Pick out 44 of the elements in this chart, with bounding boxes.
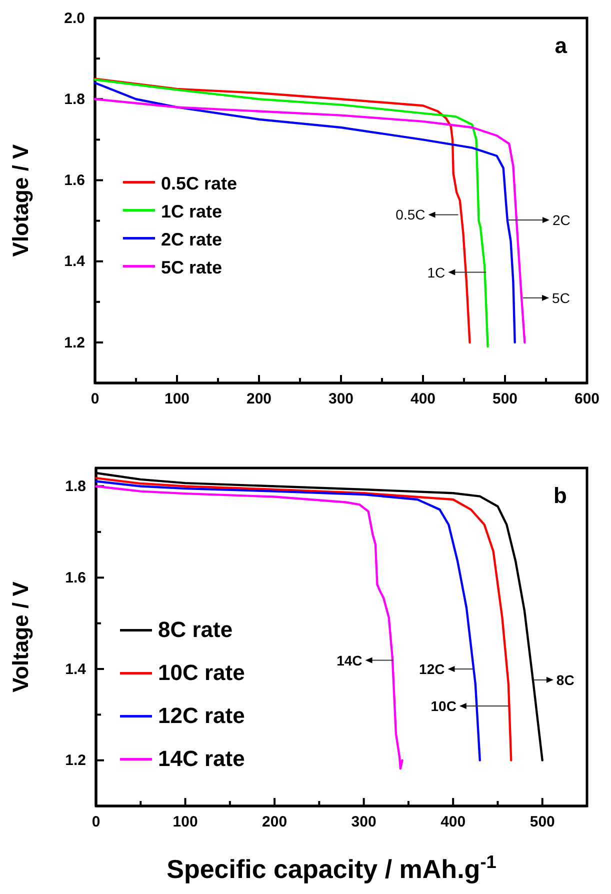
x-tick-label: 300 bbox=[328, 390, 354, 408]
y-tick-label: 1.4 bbox=[64, 253, 86, 270]
legend-label: 0.5C rate bbox=[161, 173, 238, 194]
legend-label: 14C rate bbox=[158, 746, 245, 772]
x-tick-label: 100 bbox=[172, 814, 198, 831]
legend-label: 2C rate bbox=[161, 229, 222, 250]
x-tick-label: 200 bbox=[262, 814, 288, 831]
y-tick-label: 1.8 bbox=[64, 90, 85, 108]
y-axis-title: Vlotage / V bbox=[8, 144, 33, 257]
x-tick-label: 500 bbox=[492, 390, 518, 408]
annotation: 12C bbox=[419, 660, 445, 677]
x-tick-label: 100 bbox=[164, 390, 190, 408]
x-tick-label: 200 bbox=[246, 390, 272, 408]
y-axis-title: Voltage / V bbox=[8, 581, 33, 692]
y-tick-label: 1.8 bbox=[65, 478, 86, 496]
x-tick-label: 300 bbox=[351, 814, 376, 831]
legend-label: 10C rate bbox=[158, 660, 245, 686]
x-axis-title: Specific capacity / mAh.g$^{-1}$ bbox=[166, 852, 496, 884]
legend-label: 12C rate bbox=[158, 703, 245, 728]
y-tick-label: 1.6 bbox=[65, 569, 86, 586]
x-tick-label: 600 bbox=[574, 390, 600, 408]
annotation: 1C bbox=[427, 264, 446, 280]
legend-label: 5C rate bbox=[161, 257, 222, 278]
line-series bbox=[94, 485, 404, 770]
annotation: 0.5C bbox=[396, 206, 426, 223]
text: a bbox=[554, 33, 568, 58]
x-tick-label: 400 bbox=[410, 390, 436, 408]
annotation: 14C bbox=[336, 652, 362, 668]
annotation: 5C bbox=[552, 290, 570, 306]
text: b bbox=[554, 483, 567, 508]
y-tick-label: 1.2 bbox=[64, 334, 85, 352]
legend-label: 8C rate bbox=[158, 617, 233, 642]
x-tick-label: 500 bbox=[530, 814, 555, 831]
legend-label: 1C rate bbox=[161, 201, 222, 222]
x-tick-label: 0 bbox=[92, 814, 100, 831]
annotation: 2C bbox=[552, 212, 570, 228]
y-tick-label: 2.0 bbox=[64, 10, 85, 27]
annotation: 10C bbox=[430, 698, 456, 714]
annotation: 8C bbox=[556, 672, 574, 688]
y-tick-label: 1.6 bbox=[64, 172, 85, 190]
x-tick-label: 0 bbox=[90, 390, 100, 408]
x-tick-label: 400 bbox=[440, 814, 466, 831]
y-tick-label: 1.2 bbox=[65, 752, 86, 770]
y-tick-label: 1.4 bbox=[65, 660, 87, 678]
